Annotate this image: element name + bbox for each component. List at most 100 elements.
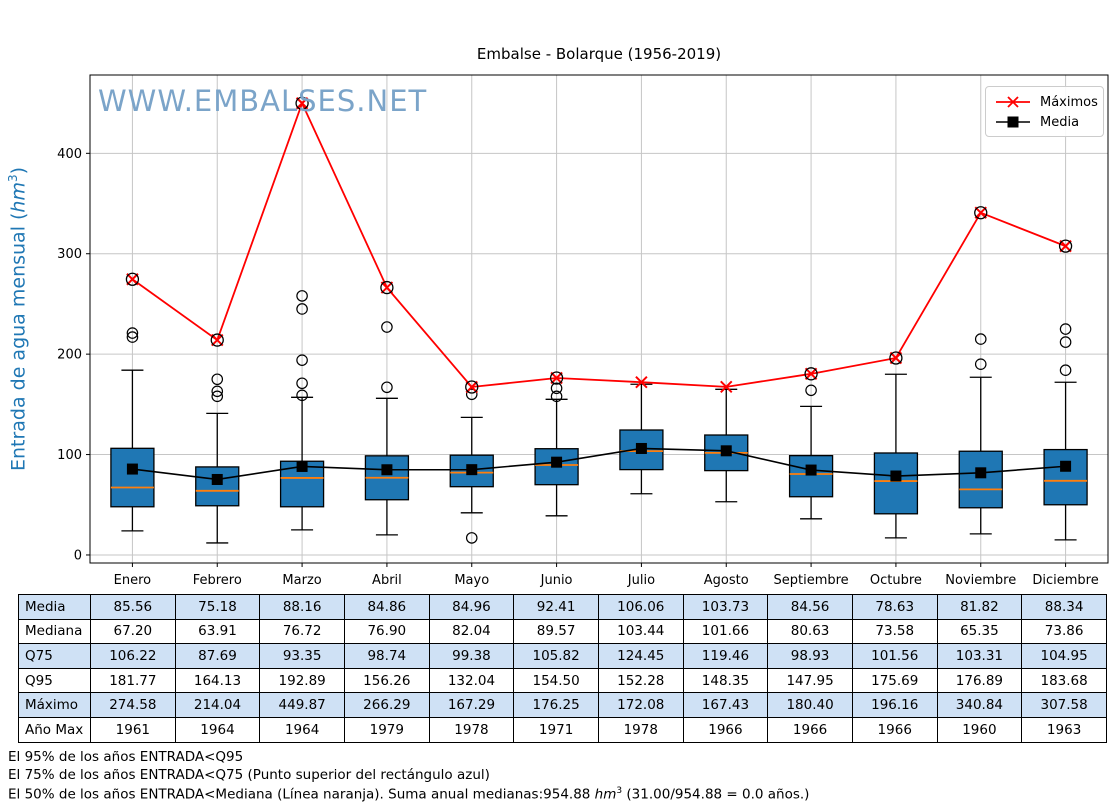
row-label: Media [18,594,91,620]
x-tick-label: Noviembre [945,573,1016,588]
outlier-point [1059,364,1072,377]
table-row: Media 85.56 75.18 88.16 84.86 84.96 92.41 106.0… [18,594,1107,620]
footer-note-q95: El 95% de los años ENTRADA<Q95 [8,749,244,765]
boxplot-abril [364,321,410,536]
table-cell: 98.93 [767,643,853,669]
table-cell: 103.73 [682,594,769,620]
table-cell: 106.06 [597,594,684,620]
table-cell: 192.89 [259,667,345,694]
outlier-point [974,333,987,345]
table-cell: 1978 [597,716,684,743]
max-outlier-circle [465,380,479,394]
x-tick-label: Enero [114,573,152,588]
table-cell: 105.82 [513,643,599,669]
maximos-marker [380,281,394,294]
table-cell: 181.77 [90,667,176,694]
media-marker [296,460,308,472]
table-cell: 76.72 [259,618,345,645]
media-marker [381,464,393,476]
maximos-marker [889,351,903,365]
axes: 0 100 200 300 400 Enero Febrero Marzo Abril Mayo J… [57,74,1109,588]
table-cell: 176.89 [936,667,1023,694]
table-cell: 88.16 [259,594,345,620]
media-marker [805,464,817,476]
table-cell: 98.74 [343,643,430,669]
footer-unit-exponent: 3 [616,786,623,796]
x-tick-label: Octubre [870,573,922,588]
outlier-point [1059,336,1072,348]
table-row: Mediana 67.20 63.91 76.72 76.90 82.04 89.57 103… [18,618,1107,645]
outlier-point [211,385,224,398]
media-marker [975,467,987,479]
row-label: Máximo [18,692,91,718]
table-cell: 88.34 [1021,594,1107,620]
outlier-point [465,532,478,544]
outlier-point [550,382,563,395]
footer-note-q75: El 75% de los años ENTRADA<Q75 (Punto su… [8,767,490,783]
table-cell: 449.87 [259,692,345,718]
maximos-marker [550,371,563,385]
maximos-marker [126,273,139,286]
outlier-point [296,354,308,366]
boxplot-noviembre [958,333,1003,535]
table-cell: 1964 [174,716,261,743]
table-cell: 167.43 [682,692,769,718]
maximos-marker [635,375,648,389]
max-outlier-circle [549,371,564,385]
table-cell: 132.04 [428,667,515,694]
y-tick-label: 0 [74,548,82,563]
legend-item-maximos: Máximos [994,92,1098,112]
table-cell: 84.56 [767,594,853,620]
table-row: Q95 181.77 164.13 192.89 156.26 132.04 154.50 1… [18,667,1107,694]
outlier-point [211,373,224,386]
table-cell: 1961 [90,716,176,743]
grid [90,75,1108,563]
x-tick-label: Julio [627,573,655,588]
table-cell: 75.18 [174,594,261,620]
maximos-marker [974,206,987,219]
media-line-square-icon [996,116,1030,128]
row-label: Año Max [18,716,91,743]
table-cell: 180.40 [767,692,853,718]
maximos-marker [295,97,309,110]
stats-table: Media 85.56 75.18 88.16 84.86 84.96 92.41 106.0… [18,594,1107,743]
table-cell: 73.58 [851,618,938,645]
x-tick-label: Diciembre [1032,573,1098,588]
x-tick-label: Junio [540,573,573,588]
table-cell: 1979 [343,716,430,743]
table-cell: 266.29 [343,692,430,718]
x-tick-label: Febrero [193,573,242,588]
boxplot-diciembre [1043,323,1088,541]
footer-note-mediana-suffix: (31.00/954.88 = 0.0 años.) [622,786,810,803]
table-cell: 156.26 [343,667,430,694]
table-cell: 76.90 [343,618,430,645]
x-tick-label: Abril [372,573,402,588]
table-row: Q75 106.22 87.69 93.35 98.74 99.38 105.82 124.4… [18,643,1107,669]
outlier-point [296,389,308,402]
table-cell: 307.58 [1021,692,1107,718]
row-label: Q95 [18,667,91,694]
footer-note-mediana: El 50% de los años ENTRADA<Mediana (Líne… [8,786,809,803]
table-cell: 152.28 [597,667,684,694]
boxplot-febrero [195,373,240,544]
media-marker [1060,460,1072,472]
table-cell: 82.04 [428,618,515,645]
media-marker [890,470,902,482]
y-tick-label: 400 [57,147,82,162]
outlier-point [296,303,308,315]
table-cell: 73.86 [1021,618,1107,645]
table-cell: 101.66 [682,618,769,645]
media-marker [551,456,563,468]
legend-label-maximos: Máximos [1040,94,1098,110]
maximos-marker [720,380,733,394]
table-cell: 124.45 [597,643,684,669]
table-cell: 164.13 [174,667,261,694]
table-cell: 1966 [851,716,938,743]
media-marker [126,463,138,475]
table-cell: 154.50 [513,667,599,694]
table-cell: 214.04 [174,692,261,718]
table-cell: 1966 [682,716,769,743]
boxplot-mayo [449,388,494,544]
legend-item-media: Media [994,112,1095,132]
